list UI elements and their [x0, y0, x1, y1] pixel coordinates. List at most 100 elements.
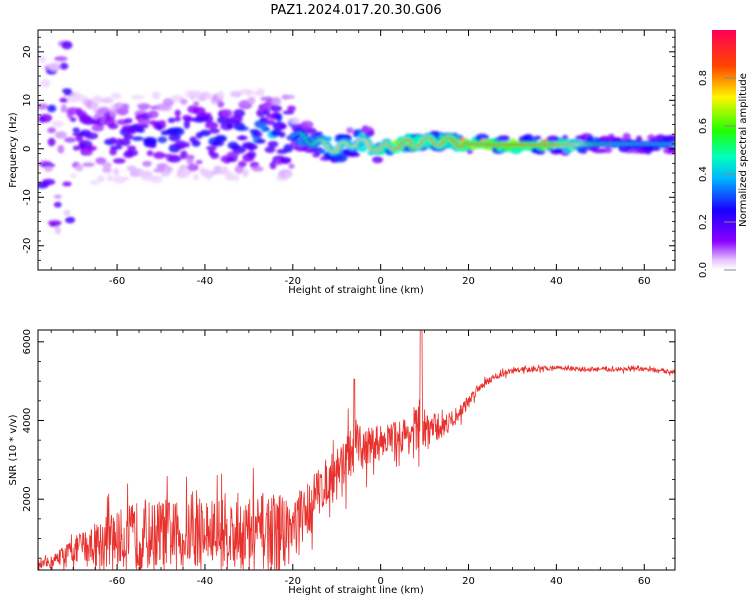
spectrogram-cell [187, 163, 199, 172]
spectrogram-cell [82, 162, 95, 167]
spectrogram-cell [143, 136, 157, 145]
snr-ytick-label: 4000 [22, 408, 33, 433]
colorbar-tick-label: 0.2 [698, 214, 709, 230]
spectrogram-cell [346, 127, 354, 134]
spectrogram-cell [217, 101, 225, 108]
spectrogram-cell [38, 113, 53, 123]
spectrogram-cell [152, 91, 161, 99]
spectrogram-cell [130, 95, 145, 100]
snr-xtick-label: 60 [638, 576, 651, 587]
spectrogram-cell [215, 136, 227, 142]
spectrogram-cell [210, 152, 220, 159]
spectrogram-cell [239, 135, 246, 141]
spectrogram-cell [69, 117, 77, 122]
spectrogram-cell [372, 156, 384, 164]
spectrogram-cell [59, 62, 69, 70]
spectrogram-cell [647, 146, 661, 152]
spectrogram-cell [113, 167, 120, 176]
spectrogram-panel: -60 -40 -20 0 20 40 60 -20 -10 0 10 20 Height of st… [8, 29, 676, 296]
snr-ytick-label: 2000 [22, 486, 33, 511]
spectrogram-xtick-label: -20 [285, 276, 301, 287]
spectrogram-cell [110, 92, 122, 100]
spectrogram-cell [232, 146, 246, 154]
spectrogram-cell [243, 89, 254, 96]
spectrogram-cell [64, 216, 76, 224]
spectrogram-xtick-label: 0 [377, 276, 383, 287]
spectrogram-ylabel: Frequency (Hz) [8, 112, 19, 188]
snr-series-line [38, 330, 675, 570]
snr-frame [37, 329, 676, 571]
colorbar-tick-label: 0.6 [698, 118, 709, 134]
spectrogram-cell [162, 98, 175, 107]
spectrogram-cell [153, 151, 166, 159]
spectrogram-cell [47, 127, 56, 134]
spectrogram-cell [289, 117, 301, 125]
spectrogram-cell [136, 103, 151, 109]
spectrogram-cell [106, 174, 114, 182]
spectrogram-cell [41, 178, 56, 186]
spectrogram-cell [124, 118, 133, 124]
spectrogram-cell [123, 134, 134, 140]
snr-xtick-label: 0 [377, 576, 383, 587]
spectrogram-cell [69, 173, 77, 178]
spectrogram-cell [269, 161, 277, 170]
spectrogram-cell [53, 194, 62, 199]
spectrogram-cell [107, 123, 119, 130]
spectrogram-cell [72, 145, 80, 151]
spectrogram-cell [149, 142, 157, 149]
spectrogram-cell [233, 109, 246, 118]
spectrogram-axes: -60 -40 -20 0 20 40 60 -20 -10 0 10 20 [22, 30, 675, 287]
spectrogram-xtick-label: 40 [550, 276, 563, 287]
spectrogram-cell [136, 128, 146, 133]
spectrogram-cell [121, 103, 130, 111]
spectrogram-cell [183, 142, 190, 148]
spectrogram-cell [109, 108, 117, 117]
spectrogram-cell [49, 222, 61, 228]
spectrogram-cell [635, 135, 643, 143]
spectrogram-cell [102, 167, 112, 173]
spectrogram-cell [604, 146, 613, 154]
spectrogram-cell [131, 168, 145, 177]
spectrogram-ytick-label: 0 [22, 146, 33, 152]
spectrogram-cell [232, 174, 240, 182]
spectrogram-cell [131, 136, 144, 141]
spectrogram-cell [247, 96, 256, 105]
colorbar-tick-label: 0.0 [698, 262, 709, 278]
spectrogram-cell [186, 157, 194, 165]
spectrogram-cell [72, 127, 80, 133]
spectrogram-cell [279, 131, 286, 138]
spectrogram-cell [53, 201, 62, 208]
snr-ytick-label: 6000 [22, 329, 33, 354]
spectrogram-cell [270, 129, 282, 137]
spectrogram-cell [666, 147, 675, 154]
spectrogram-cell [120, 138, 131, 147]
spectrogram-cell [277, 123, 287, 130]
spectrogram-cell [203, 114, 214, 124]
spectrogram-cell [160, 171, 171, 177]
spectrogram-cell [193, 173, 200, 181]
spectrogram-cell [270, 104, 282, 112]
spectrogram-xtick-label: 20 [462, 276, 475, 287]
spectrogram-cell [288, 163, 295, 169]
spectrogram-cell [75, 164, 84, 172]
spectrogram-cell [368, 129, 375, 137]
snr-xlabel: Height of straight line (km) [288, 585, 424, 596]
spectrogram-ytick-label: 20 [22, 45, 33, 58]
spectrogram-cell [351, 152, 361, 157]
colorbar-label: Normalized spectral amplitude [738, 73, 749, 227]
spectrogram-cell [171, 127, 185, 136]
spectrogram-cell [497, 135, 511, 142]
spectrogram-cell [263, 108, 271, 116]
spectrogram-cell [86, 145, 97, 151]
spectrogram-cell [48, 62, 62, 72]
spectrogram-cell [54, 56, 68, 62]
spectrogram-cell [158, 120, 167, 126]
spectrogram-cell [180, 98, 188, 105]
spectrogram-cell [193, 101, 200, 107]
spectrogram-cell [190, 90, 203, 99]
spectrogram-cell [252, 131, 263, 138]
spectrogram-cell [245, 143, 258, 151]
spectrogram-cell [318, 149, 326, 154]
spectrogram-cell [281, 94, 295, 100]
